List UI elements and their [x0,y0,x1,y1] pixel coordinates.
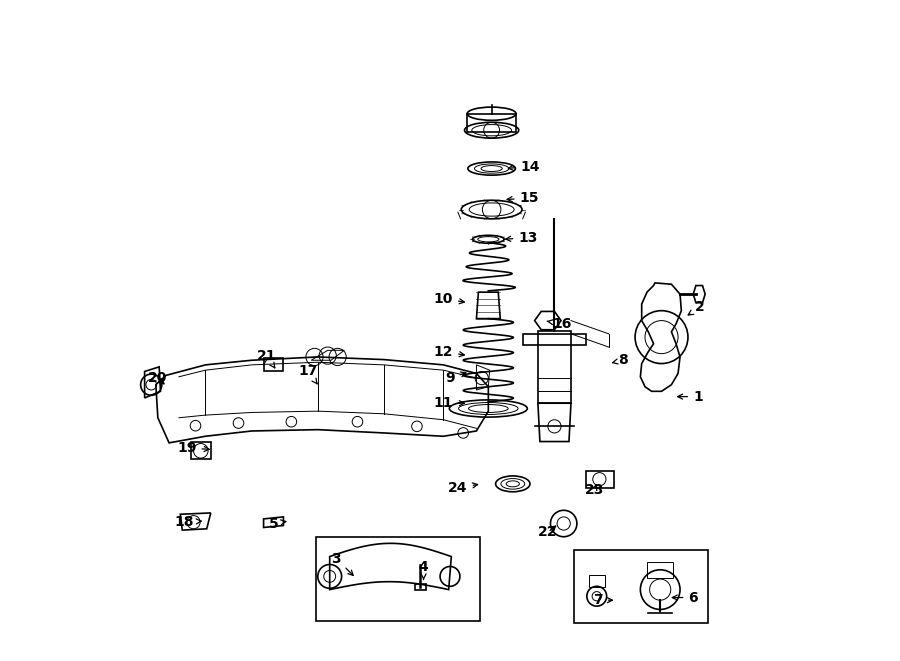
Text: 18: 18 [175,515,202,529]
Text: 24: 24 [448,481,478,495]
Text: 5: 5 [268,516,286,531]
Text: 8: 8 [612,353,628,368]
Text: 22: 22 [538,525,558,539]
Text: 19: 19 [177,441,209,455]
Text: 12: 12 [434,344,464,359]
Text: 16: 16 [547,317,572,331]
Text: 6: 6 [672,590,698,605]
Text: 20: 20 [148,371,167,385]
Text: 3: 3 [331,551,353,576]
Text: 2: 2 [688,300,705,315]
Text: 14: 14 [508,159,540,174]
Text: 13: 13 [506,231,537,245]
Text: 23: 23 [584,483,604,498]
Text: 4: 4 [418,560,428,580]
Text: 9: 9 [446,371,466,385]
Text: 15: 15 [507,191,539,206]
Text: 17: 17 [298,364,318,384]
Text: 1: 1 [678,389,703,404]
Text: 10: 10 [434,292,464,306]
Text: 11: 11 [434,396,464,410]
Text: 21: 21 [256,348,276,368]
Text: 7: 7 [593,593,612,607]
